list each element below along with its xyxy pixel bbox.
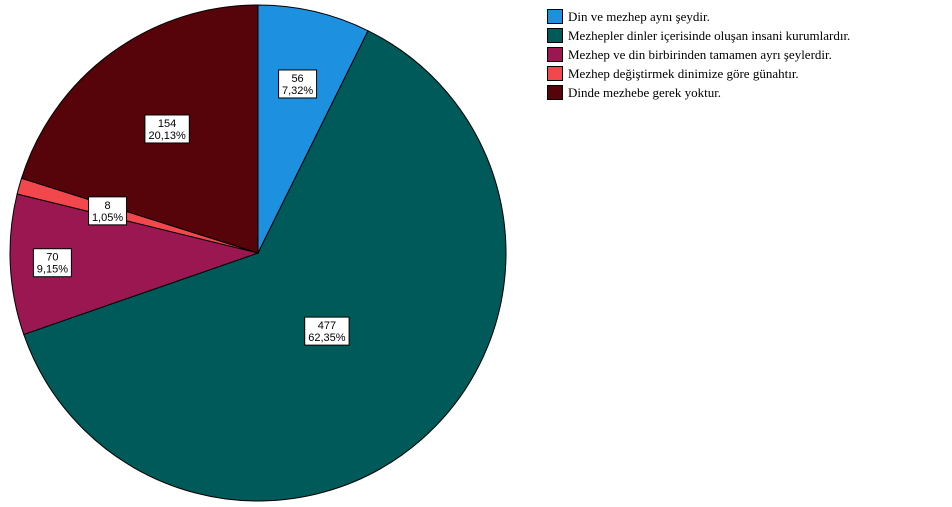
legend-label: Mezhepler dinler içerisinde oluşan insan…	[568, 27, 851, 43]
slice-data-label: 709,15%	[32, 248, 72, 278]
slice-label-box	[144, 114, 190, 144]
pie-slice	[23, 30, 507, 502]
legend-item: Mezhepler dinler içerisinde oluşan insan…	[547, 26, 850, 45]
legend-label: Mezhep değiştirmek dinimize göre günahtı…	[568, 65, 799, 81]
pie-slices	[9, 4, 507, 502]
slice-count-label: 70	[46, 252, 58, 264]
slice-percent-label: 7,32%	[282, 85, 313, 97]
slice-label-box	[304, 316, 350, 346]
legend-swatch	[547, 47, 563, 62]
legend-item: Din ve mezhep aynı şeydir.	[547, 7, 850, 26]
slice-percent-label: 1,05%	[92, 212, 123, 224]
legend-label: Dinde mezhebe gerek yoktur.	[568, 84, 722, 100]
legend-swatch	[547, 85, 563, 100]
slice-percent-label: 9,15%	[37, 264, 68, 276]
legend-item: Mezhep değiştirmek dinimize göre günahtı…	[547, 64, 850, 83]
slice-count-label: 56	[291, 73, 303, 85]
pie-slice	[9, 193, 260, 336]
slice-percent-label: 20,13%	[148, 130, 186, 142]
legend-item: Mezhep ve din birbirinden tamamen ayrı ş…	[547, 45, 850, 64]
slice-count-label: 8	[104, 200, 110, 212]
slice-count-label: 154	[158, 118, 176, 130]
legend-swatch	[547, 28, 563, 43]
legend-label: Din ve mezhep aynı şeydir.	[568, 8, 710, 24]
legend: Din ve mezhep aynı şeydir. Mezhepler din…	[547, 7, 850, 102]
slice-data-label: 81,05%	[88, 196, 128, 226]
legend-swatch	[547, 66, 563, 81]
slice-data-label: 567,32%	[278, 69, 318, 99]
pie-slice	[20, 4, 259, 254]
pie-slice	[257, 4, 369, 254]
slice-label-box	[88, 196, 128, 226]
slice-count-label: 477	[318, 320, 336, 332]
legend-label: Mezhep ve din birbirinden tamamen ayrı ş…	[568, 46, 832, 62]
slice-percent-label: 62,35%	[308, 332, 346, 344]
legend-item: Dinde mezhebe gerek yoktur.	[547, 83, 850, 102]
slice-label-box	[278, 69, 318, 99]
legend-swatch	[547, 9, 563, 24]
slice-label-box	[32, 248, 72, 278]
